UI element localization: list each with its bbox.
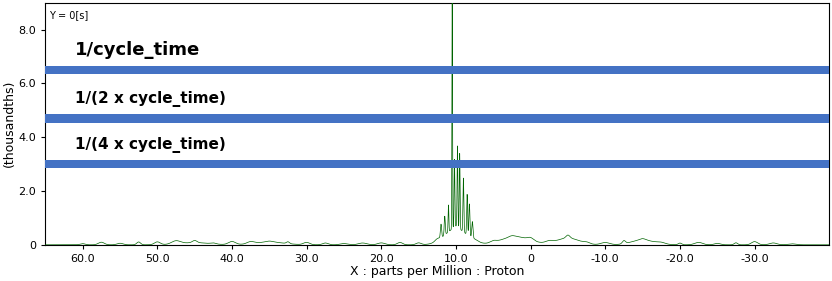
X-axis label: X : parts per Million : Proton: X : parts per Million : Proton: [350, 265, 524, 278]
Bar: [0, 114, 832, 123]
Y-axis label: (thousandths): (thousandths): [2, 80, 16, 167]
Text: Y = 0[s]: Y = 0[s]: [49, 10, 88, 20]
Text: 1/(4 x cycle_time): 1/(4 x cycle_time): [75, 137, 226, 153]
Polygon shape: [0, 155, 523, 174]
Polygon shape: [0, 61, 815, 80]
Bar: [0, 160, 832, 168]
Bar: [0, 66, 832, 74]
Polygon shape: [67, 61, 832, 80]
Polygon shape: [381, 155, 832, 174]
Text: 1/(2 x cycle_time): 1/(2 x cycle_time): [75, 91, 226, 107]
Polygon shape: [321, 109, 832, 128]
Polygon shape: [0, 109, 635, 128]
Text: 1/cycle_time: 1/cycle_time: [75, 41, 201, 59]
